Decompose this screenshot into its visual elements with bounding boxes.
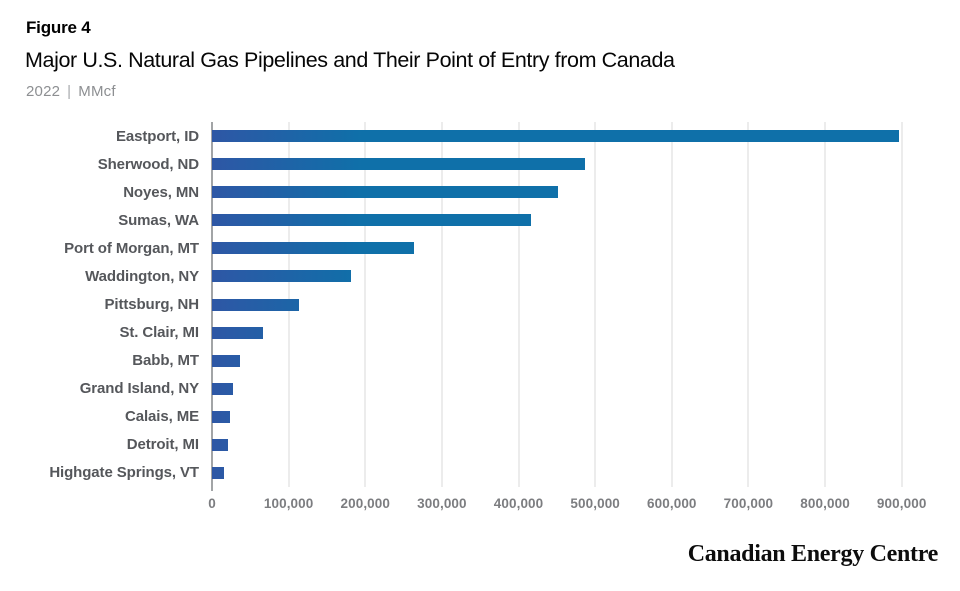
subtitle-year: 2022 <box>26 83 61 100</box>
bar-track <box>212 410 940 423</box>
category-label: Grand Island, NY <box>79 380 199 398</box>
x-tick-label: 100,000 <box>263 496 314 511</box>
bar-row: Detroit, MI <box>0 431 940 459</box>
gridline <box>364 122 366 487</box>
bar <box>212 438 229 451</box>
bar-track <box>212 354 940 367</box>
subtitle-separator: | <box>67 83 72 100</box>
bar <box>212 382 234 395</box>
gridline <box>901 122 903 487</box>
x-tick-label: 0 <box>208 496 216 511</box>
bar <box>212 354 241 367</box>
x-axis-tick-labels: 0 100,000 200,000 300,000 400,000 500,000 600,… <box>208 496 940 514</box>
bar-row: St. Clair, MI <box>0 319 940 347</box>
x-tick-label: 600,000 <box>647 496 697 511</box>
bar-track <box>212 186 940 199</box>
x-tick-label: 400,000 <box>493 496 544 511</box>
bar-track <box>212 242 940 255</box>
category-label: Port of Morgan, MT <box>64 239 199 257</box>
bar-track <box>212 270 940 283</box>
brand-logo-text: Canadian Energy Centre <box>687 541 939 567</box>
x-tick-label: 200,000 <box>340 496 390 511</box>
bar <box>212 410 230 423</box>
bar-row: Noyes, MN <box>0 178 940 206</box>
category-label: Waddington, NY <box>85 267 199 285</box>
bar-row: Calais, ME <box>0 403 940 431</box>
category-label: Detroit, MI <box>126 436 199 454</box>
category-label: Babb, MT <box>132 352 199 370</box>
bar-chart: Eastport, ID Sherwood, ND Noyes, MN Sumas, … <box>0 122 940 491</box>
category-label: Highgate Springs, VT <box>49 464 199 482</box>
bar <box>212 158 586 171</box>
bar-row: Waddington, NY <box>0 262 940 290</box>
chart-title: Major U.S. Natural Gas Pipelines and The… <box>25 48 675 72</box>
bar <box>212 130 900 143</box>
bar-row: Grand Island, NY <box>0 375 940 403</box>
bar-track <box>212 438 940 451</box>
category-label: Sherwood, ND <box>97 155 199 173</box>
chart-subtitle: 2022 | MMcf <box>26 83 116 100</box>
bar <box>212 270 352 283</box>
figure-number-label: Figure 4 <box>26 18 91 37</box>
bar <box>212 242 414 255</box>
gridline <box>747 122 749 487</box>
bar <box>212 298 300 311</box>
bar-track <box>212 382 940 395</box>
bar-row: Pittsburg, NH <box>0 290 940 318</box>
x-tick-label: 500,000 <box>570 496 620 511</box>
bar-track <box>212 466 940 479</box>
gridline <box>518 122 520 487</box>
category-label: Calais, ME <box>124 408 199 426</box>
bar-rows: Eastport, ID Sherwood, ND Noyes, MN Sumas, … <box>0 122 940 487</box>
category-label: Eastport, ID <box>116 127 199 145</box>
subtitle-unit: MMcf <box>78 83 116 100</box>
bar-row: Eastport, ID <box>0 122 940 150</box>
bar-row: Sumas, WA <box>0 206 940 234</box>
category-label: Noyes, MN <box>123 183 199 201</box>
category-label: Sumas, WA <box>118 211 199 229</box>
x-tick-label: 800,000 <box>800 496 850 511</box>
bar-row: Sherwood, ND <box>0 150 940 178</box>
gridline <box>594 122 596 487</box>
x-tick-label: 300,000 <box>417 496 467 511</box>
x-tick-label: 900,000 <box>876 496 927 511</box>
gridline <box>824 122 826 487</box>
bar-track <box>212 214 940 227</box>
bar-row: Babb, MT <box>0 347 940 375</box>
bar-track <box>212 298 940 311</box>
gridline <box>441 122 443 487</box>
bar <box>212 466 225 479</box>
gridline <box>671 122 673 487</box>
category-label: Pittsburg, NH <box>104 296 199 313</box>
bar-track <box>212 158 940 171</box>
x-tick-label: 700,000 <box>723 496 774 511</box>
bar-row: Port of Morgan, MT <box>0 234 940 262</box>
bar-row: Highgate Springs, VT <box>0 459 940 487</box>
bar <box>212 186 559 199</box>
bar-track <box>212 326 940 339</box>
category-label: St. Clair, MI <box>119 324 199 342</box>
bar-track <box>212 130 940 143</box>
bar <box>212 326 264 339</box>
bar <box>212 214 531 227</box>
